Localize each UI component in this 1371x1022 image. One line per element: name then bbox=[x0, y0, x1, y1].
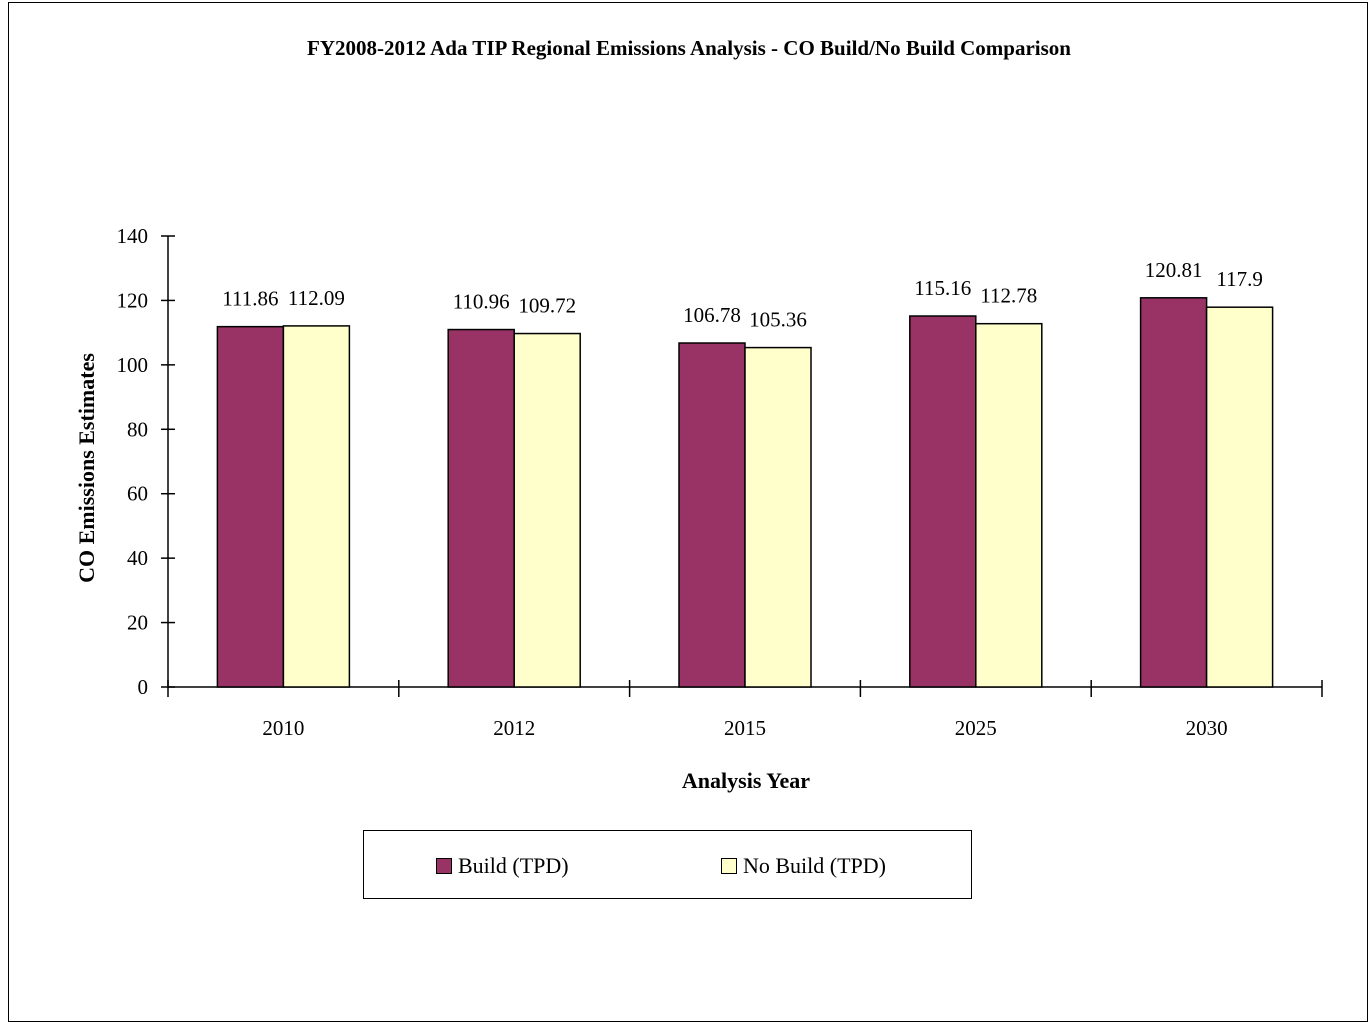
data-label: 106.78 bbox=[683, 303, 741, 327]
x-axis-title: Analysis Year bbox=[682, 768, 810, 793]
data-label: 117.9 bbox=[1216, 267, 1262, 291]
x-tick-label: 2010 bbox=[262, 716, 304, 740]
x-tick-label: 2015 bbox=[724, 716, 766, 740]
data-label: 120.81 bbox=[1145, 258, 1203, 282]
bar bbox=[744, 346, 812, 688]
legend-swatch-no-build bbox=[721, 858, 737, 874]
data-label: 105.36 bbox=[749, 308, 807, 332]
legend-label-build: Build (TPD) bbox=[458, 853, 569, 878]
x-tick-label: 2025 bbox=[955, 716, 997, 740]
bar bbox=[1139, 297, 1208, 688]
y-tick-label: 60 bbox=[127, 482, 148, 506]
y-tick-label: 0 bbox=[138, 675, 149, 699]
bar bbox=[447, 328, 515, 688]
data-label: 111.86 bbox=[222, 287, 278, 311]
y-axis-title: CO Emissions Estimates bbox=[74, 353, 99, 583]
chart-title: FY2008-2012 Ada TIP Regional Emissions A… bbox=[307, 36, 1071, 60]
legend-swatch-build bbox=[436, 858, 452, 874]
legend-item-no-build: No Build (TPD) bbox=[721, 853, 886, 879]
bar bbox=[678, 342, 746, 688]
bar bbox=[1205, 306, 1274, 688]
x-tick-label: 2012 bbox=[493, 716, 535, 740]
data-label: 109.72 bbox=[518, 294, 576, 318]
y-tick-label: 120 bbox=[117, 288, 149, 312]
data-label: 115.16 bbox=[914, 276, 971, 300]
bar bbox=[282, 325, 351, 688]
y-tick-label: 140 bbox=[117, 224, 149, 248]
legend-label-no-build: No Build (TPD) bbox=[743, 853, 886, 878]
bar bbox=[975, 322, 1043, 688]
bar bbox=[216, 325, 285, 688]
bar bbox=[513, 332, 581, 688]
legend: Build (TPD) No Build (TPD) bbox=[363, 830, 972, 899]
legend-item-build: Build (TPD) bbox=[436, 853, 569, 879]
x-tick-label: 2030 bbox=[1186, 716, 1228, 740]
y-tick-label: 100 bbox=[117, 353, 149, 377]
y-tick-label: 80 bbox=[127, 417, 148, 441]
plot-area: 0 20 40 60 80 100 120 140 111.86 112.09 2010 110.96… bbox=[117, 224, 1323, 740]
data-label: 112.78 bbox=[980, 284, 1037, 308]
y-tick-label: 40 bbox=[127, 546, 148, 570]
data-label: 112.09 bbox=[288, 286, 345, 310]
y-tick-label: 20 bbox=[127, 611, 148, 635]
data-label: 110.96 bbox=[453, 290, 510, 314]
bar bbox=[909, 315, 977, 688]
